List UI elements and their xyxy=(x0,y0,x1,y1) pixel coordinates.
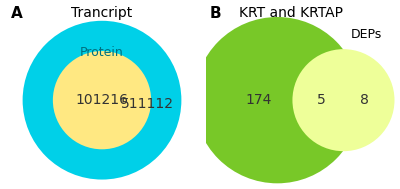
Text: DEPs: DEPs xyxy=(350,28,382,40)
Text: 174: 174 xyxy=(245,93,272,107)
Text: 8: 8 xyxy=(360,93,369,107)
Text: A: A xyxy=(11,6,23,21)
Circle shape xyxy=(23,21,181,180)
Circle shape xyxy=(292,49,394,151)
Text: Protein: Protein xyxy=(80,46,124,59)
Text: KRT and KRTAP: KRT and KRTAP xyxy=(238,6,342,20)
Circle shape xyxy=(53,51,151,149)
Circle shape xyxy=(194,17,360,183)
Text: Trancript: Trancript xyxy=(71,6,133,20)
Text: B: B xyxy=(209,6,221,21)
Text: 101216: 101216 xyxy=(76,93,128,107)
Text: 511112: 511112 xyxy=(121,97,174,111)
Text: 5: 5 xyxy=(317,93,326,107)
